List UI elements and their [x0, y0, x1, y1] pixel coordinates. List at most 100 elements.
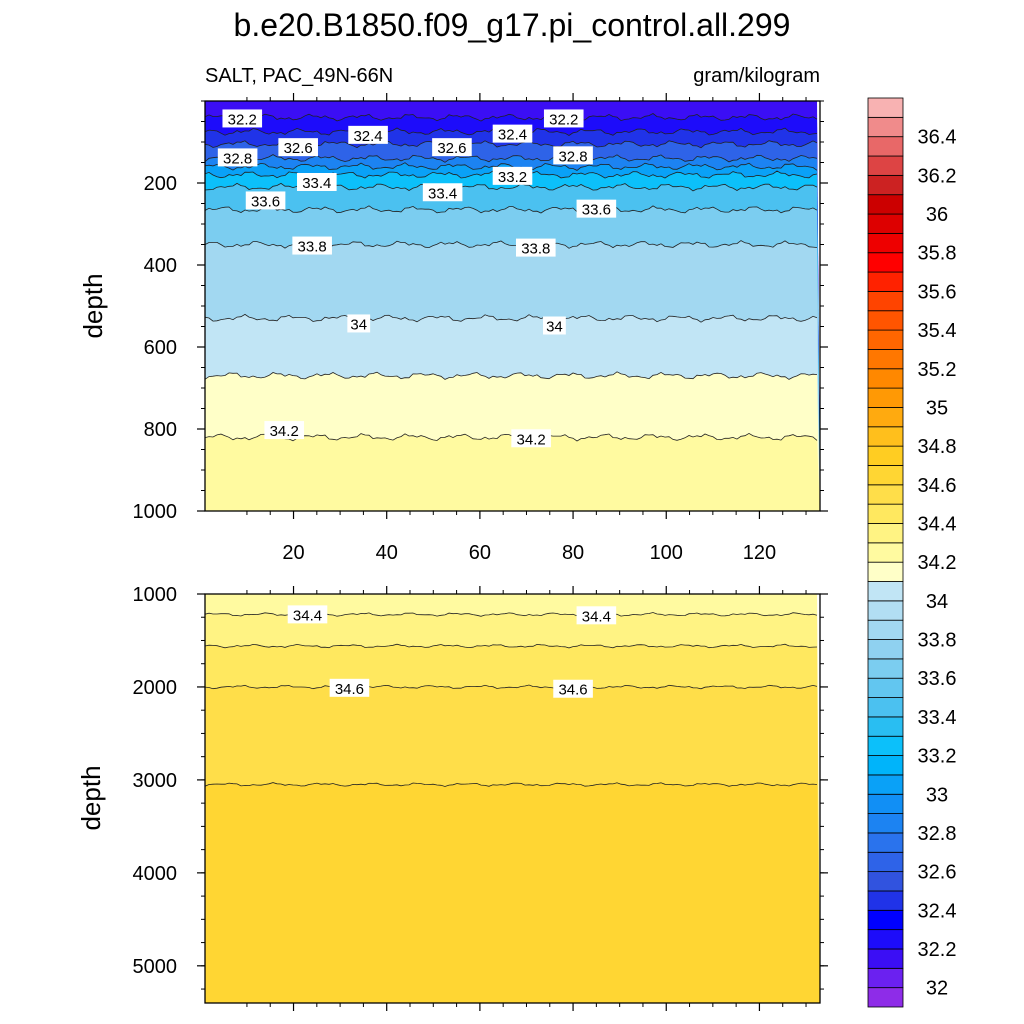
units-subtitle: gram/kilogram [693, 65, 820, 87]
colorbar-swatch [867, 948, 904, 969]
colorbar-label: 35.8 [918, 243, 957, 265]
contour-label: 34 [347, 314, 371, 333]
colorbar-swatch [867, 600, 904, 621]
colorbar-swatch [867, 213, 904, 234]
colorbar-swatch [867, 387, 904, 408]
colorbar-swatch [867, 697, 904, 718]
colorbar-swatch [867, 639, 904, 660]
colorbar-label: 32.4 [918, 900, 957, 922]
svg-text:32.2: 32.2 [228, 111, 257, 128]
colorbar-swatch [867, 735, 904, 756]
svg-text:33.8: 33.8 [521, 241, 550, 258]
colorbar-swatch [867, 716, 904, 737]
colorbar-swatch [867, 909, 904, 931]
colorbar-swatch [867, 871, 904, 892]
y-tick-label: 4000 [133, 863, 178, 885]
colorbar-swatch [867, 465, 904, 486]
colorbar-swatch [867, 755, 904, 776]
y-tick-label: 5000 [133, 956, 178, 978]
colorbar-label: 36.4 [918, 127, 957, 149]
contour-label: 34.4 [287, 605, 328, 624]
svg-text:33.4: 33.4 [302, 175, 331, 192]
svg-text:32.4: 32.4 [498, 127, 527, 144]
contour-line [205, 371, 818, 380]
colorbar-swatch [867, 658, 904, 679]
y-tick-label: 1000 [133, 584, 178, 606]
contour-label: 32.8 [217, 148, 258, 167]
contour-label: 33.8 [515, 238, 556, 258]
colorbar-swatch [867, 97, 904, 118]
colorbar-swatch [867, 116, 904, 138]
colorbar-swatch [867, 987, 904, 1008]
colorbar-swatch [867, 503, 904, 524]
colorbar-swatch [867, 832, 904, 853]
x-tick-label: 100 [650, 542, 683, 564]
chart-title: b.e20.B1850.f09_g17.pi_control.all.299 [234, 7, 791, 43]
y-tick-label: 3000 [133, 770, 178, 792]
colorbar-swatch [867, 232, 904, 254]
colorbar-swatch [867, 561, 904, 582]
svg-text:32.4: 32.4 [353, 128, 382, 145]
svg-text:33.2: 33.2 [498, 169, 527, 186]
contour-band [205, 433, 820, 511]
colorbar-swatch [867, 793, 904, 814]
upper-panel: 32.2 32.8 32.6 32.4 32.6 32.4 32.2 32.8 33.4 33.2… [78, 93, 828, 564]
colorbar-label: 34.4 [918, 513, 957, 535]
y-tick-label: 400 [144, 255, 177, 277]
colorbar-label: 36.2 [918, 165, 957, 187]
contour-line [205, 205, 818, 214]
svg-text:34: 34 [546, 319, 563, 336]
colorbar-swatch [867, 407, 904, 428]
lower-panel-frame [204, 593, 821, 1004]
contour-line [205, 432, 818, 442]
svg-text:32.8: 32.8 [558, 148, 587, 165]
contour-label: 33.8 [292, 236, 332, 256]
variable-subtitle: SALT, PAC_49N-66N [205, 65, 393, 87]
svg-text:33.8: 33.8 [298, 239, 327, 256]
contour-label: 34 [543, 316, 566, 336]
svg-text:32.2: 32.2 [549, 111, 578, 128]
x-tick-label: 80 [562, 542, 584, 564]
contour-label: 32.4 [348, 125, 388, 145]
colorbar-swatch [867, 677, 904, 698]
contour-label: 32.6 [432, 138, 472, 157]
lower-panel: 34.4 34.4 34.6 34.6 1000 2000 3000 4000 5000 de… [76, 584, 828, 1011]
colorbar-label: 33.6 [918, 668, 957, 690]
colorbar-label: 35.4 [918, 320, 957, 342]
colorbar-label: 34.8 [918, 436, 957, 458]
colorbar-label: 33 [926, 784, 948, 806]
contour-label: 33.4 [297, 173, 337, 192]
colorbar-label: 35 [926, 397, 948, 419]
colorbar-swatch [867, 851, 904, 873]
y-tick-label: 800 [144, 419, 177, 441]
x-tick-label: 20 [282, 542, 304, 564]
contour-label: 34.2 [264, 421, 305, 440]
colorbar-label: 34.2 [918, 552, 957, 574]
colorbar-swatch [867, 174, 904, 196]
colorbar-swatch [867, 252, 904, 273]
colorbar-swatch [867, 890, 904, 911]
svg-text:34.6: 34.6 [558, 682, 587, 699]
colorbar-label: 34 [926, 591, 948, 613]
colorbar-swatch [867, 136, 904, 157]
contour-label: 32.6 [278, 138, 318, 157]
colorbar-swatch [867, 271, 904, 292]
x-tick-label: 60 [469, 542, 491, 564]
contour-label: 32.2 [543, 109, 584, 128]
colorbar-swatch [867, 484, 904, 505]
svg-text:33.6: 33.6 [251, 193, 280, 210]
contour-line [205, 113, 818, 122]
contour-line [205, 313, 818, 323]
contour-label: 34.4 [576, 606, 617, 625]
colorbar-label: 35.2 [918, 359, 957, 381]
svg-text:34.6: 34.6 [335, 681, 364, 698]
contour-line [205, 162, 818, 171]
contour-label: 33.4 [422, 183, 463, 202]
colorbar-label: 33.2 [918, 746, 957, 768]
colorbar-swatch [867, 194, 904, 215]
colorbar-swatch [867, 329, 904, 350]
svg-text:32.6: 32.6 [437, 140, 466, 157]
colorbar-swatch [867, 967, 904, 989]
colorbar: 32 32.2 32.4 32.6 32.8 33 33.2 33.4 33.6 33.8 34 34… [867, 97, 957, 1008]
